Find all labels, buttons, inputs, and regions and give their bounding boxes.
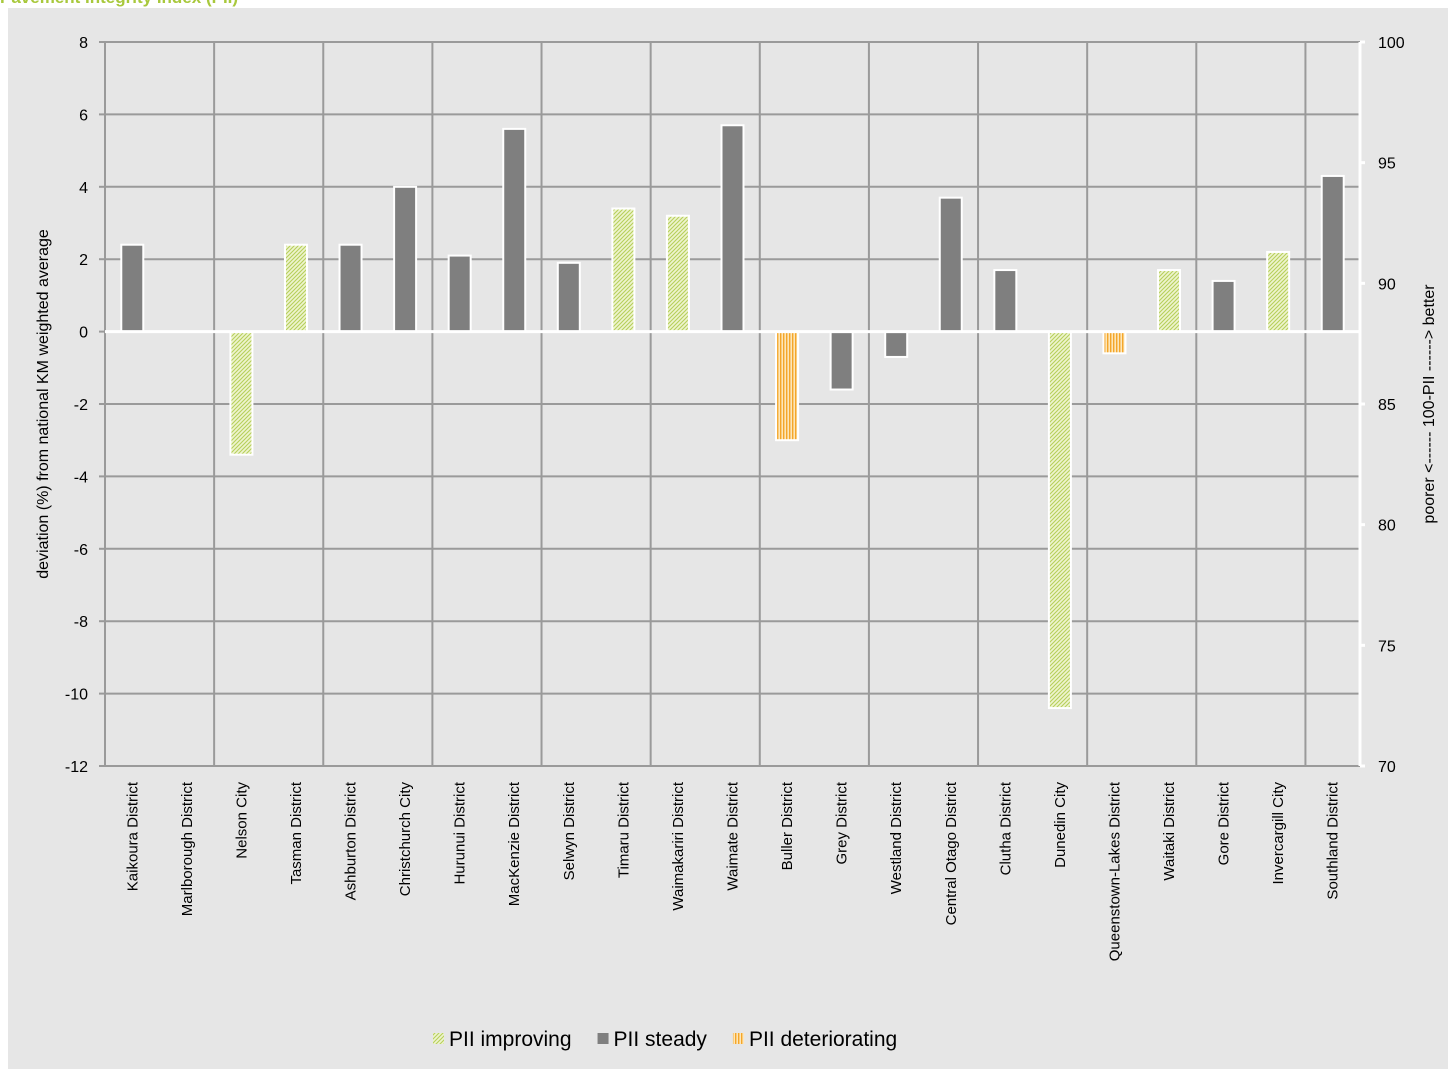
y2-tick-label: 95 (1378, 156, 1396, 173)
bar-solid-6 (447, 254, 472, 333)
category-label: Invercargill City (1270, 782, 1287, 885)
bar-diagonal-17 (1047, 330, 1072, 710)
gridlines (104, 41, 1360, 767)
y2-tick-label: 80 (1378, 518, 1396, 535)
bar-solid-5 (393, 185, 418, 333)
category-label: Waimate District (725, 781, 742, 890)
y-tick-label: 4 (79, 180, 88, 197)
bar-solid-14 (884, 330, 909, 358)
category-label: Selwyn District (561, 781, 578, 880)
category-label: Clutha District (997, 781, 1014, 875)
legend-label: PII improving (449, 1028, 572, 1051)
category-label: Grey District (834, 781, 851, 864)
y-tick-label: 8 (79, 35, 88, 52)
legend: PII improving PII steady PII deteriorating (433, 1028, 897, 1051)
category-label: Dunedin City (1052, 782, 1069, 868)
bar-solid-20 (1211, 279, 1236, 333)
bar-solid-4 (338, 243, 363, 333)
legend-swatch-solid (597, 1033, 609, 1044)
bar-diagonal-3 (283, 243, 308, 333)
category-label: Timaru District (615, 781, 632, 878)
y-tick-label: -10 (65, 687, 88, 704)
bar-solid-22 (1320, 174, 1345, 333)
y-tick-label: 0 (79, 325, 88, 342)
y2-tick-label: 75 (1378, 638, 1396, 655)
category-label: Waitaki District (1161, 781, 1178, 880)
bar-diagonal-21 (1266, 250, 1291, 333)
chart-title: Pavement Integrity Index (PII) (0, 0, 238, 8)
bar-vertical-12 (775, 330, 800, 442)
bar-diagonal-9 (611, 207, 636, 333)
legend-label: PII steady (614, 1028, 708, 1051)
y2-tick-label: 85 (1378, 397, 1396, 414)
y-tick-label: -4 (74, 469, 88, 486)
y2-tick-label: 100 (1378, 35, 1405, 52)
category-label: Gore District (1216, 781, 1233, 865)
category-label: Christchurch City (397, 782, 414, 897)
bar-solid-8 (556, 261, 581, 333)
y2-axis-label: poorer <------ 100-PII ------> better (1421, 284, 1438, 524)
bar-solid-13 (829, 330, 854, 391)
bars (120, 124, 1345, 710)
y-tick-label: -2 (74, 397, 88, 414)
category-label: Central Otago District (943, 781, 960, 925)
bar-diagonal-2 (229, 330, 254, 456)
category-label: Tasman District (288, 781, 305, 884)
category-label: Kaikoura District (124, 781, 141, 891)
bar-diagonal-10 (665, 214, 690, 333)
legend-label: PII deteriorating (749, 1028, 897, 1051)
bar-solid-15 (938, 196, 963, 333)
y2-tick-label: 70 (1378, 759, 1396, 776)
bar-solid-7 (502, 127, 527, 333)
axes (99, 40, 1365, 768)
y-axis-label: deviation (%) from national KM weighted … (35, 229, 52, 579)
legend-swatch-diagonal (433, 1033, 444, 1044)
category-label: Waimakariri District (670, 781, 687, 910)
category-label: Southland District (1325, 781, 1342, 899)
y-tick-label: 6 (79, 107, 88, 124)
y-tick-label: -12 (65, 759, 88, 776)
category-label: Nelson City (233, 782, 250, 859)
legend-swatch-vertical (732, 1033, 744, 1044)
bar-vertical-18 (1102, 330, 1127, 355)
y-tick-label: 2 (79, 252, 88, 269)
tick-labels: 8 6 4 2 0 -2 -4 -6 -8 -10 -12 100 95 90 85 80 75 70 (65, 35, 1405, 776)
y-tick-label: -8 (74, 614, 88, 631)
y2-tick-label: 90 (1378, 276, 1396, 293)
bar-solid-0 (120, 243, 145, 333)
category-label: Buller District (779, 781, 796, 870)
category-label: Marlborough District (179, 781, 196, 916)
bar-solid-16 (993, 269, 1018, 333)
y-tick-label: -6 (74, 542, 88, 559)
category-label: MacKenzie District (506, 781, 523, 906)
bar-diagonal-19 (1157, 269, 1182, 333)
category-labels: Kaikoura District Marlborough District Nel… (124, 781, 1341, 961)
category-label: Ashburton District (343, 781, 360, 900)
category-label: Westland District (888, 781, 905, 894)
category-label: Hurunui District (452, 781, 469, 884)
bar-solid-11 (720, 124, 745, 333)
category-label: Queenstown-Lakes District (1106, 781, 1123, 961)
